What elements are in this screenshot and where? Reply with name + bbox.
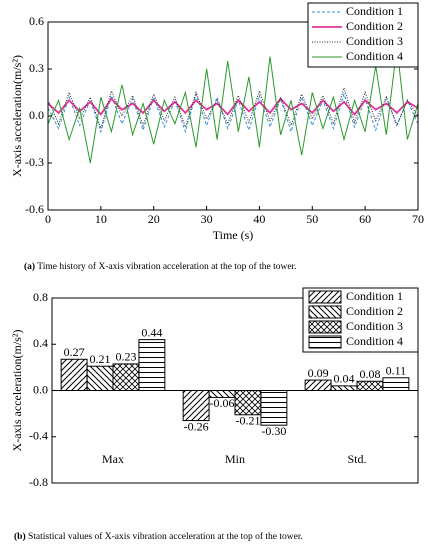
y-tick-label: 0.0 [33,382,48,396]
y-tick-label: 0.3 [29,61,44,75]
series-line [47,97,419,116]
y-tick-label: 0.4 [33,336,48,350]
bar [260,390,288,426]
x-tick-label: 50 [306,212,318,226]
value-label: 0.23 [115,350,136,364]
value-label: -0.30 [261,424,286,438]
legend-label: Condition 4 [346,334,403,348]
bar [356,380,384,391]
legend-label: Condition 1 [346,4,403,18]
legend-label: Condition 3 [346,34,403,48]
caption-text: Time history of X-axis vibration acceler… [37,261,296,272]
x-tick-label: Std. [347,452,366,466]
value-label: -0.21 [235,414,260,428]
legend-label: Condition 2 [346,19,403,33]
value-label: 0.27 [64,345,85,359]
caption-text: Statistical values of X-axis vibration a… [28,531,303,542]
legend-label: Condition 1 [346,289,403,303]
value-label: 0.44 [141,325,162,339]
bar [330,385,358,391]
value-label: 0.09 [308,366,329,380]
legend-swatch [308,290,342,304]
legend-label: Condition 2 [346,304,403,318]
x-tick-label: 20 [148,212,160,226]
caption-a: (a) Time history of X-axis vibration acc… [24,261,297,272]
y-tick-label: -0.8 [29,475,48,489]
legend-box [307,2,419,68]
caption-b: (b) Statistical values of X-axis vibrati… [14,531,303,542]
x-axis-label: Time (s) [213,228,254,242]
bar [112,363,140,391]
x-tick-label: 10 [95,212,107,226]
bar [234,390,262,416]
caption-label: (a) [24,261,35,272]
y-tick-label: 0.0 [29,108,44,122]
value-label: 0.08 [359,367,380,381]
bar [60,358,88,391]
legend-swatch [308,335,342,349]
x-tick-label: 40 [253,212,265,226]
value-label: 0.04 [334,372,355,386]
x-tick-label: 70 [412,212,424,226]
y-axis-label: X-axis acceleration(m/s²) [10,55,24,177]
x-tick-label: 0 [45,212,51,226]
legend-swatch [308,320,342,334]
x-tick-label: Min [225,452,245,466]
bar [86,365,114,391]
y-axis-label: X-axis acceleration(m/s²) [10,330,24,452]
legend-swatch [308,305,342,319]
value-label: -0.06 [210,396,235,410]
y-tick-label: 0.6 [29,14,44,28]
legend-label: Condition 3 [346,319,403,333]
series-line [47,47,419,164]
value-label: -0.26 [184,419,209,433]
y-tick-label: -0.6 [25,202,44,216]
y-tick-label: 0.8 [33,290,48,304]
bar [138,339,166,391]
x-tick-label: 60 [359,212,371,226]
bar [382,377,410,391]
caption-label: (b) [14,531,26,542]
x-tick-label: Max [102,452,124,466]
bar [182,390,210,422]
x-tick-label: 30 [201,212,213,226]
y-tick-label: -0.3 [25,155,44,169]
y-tick-label: -0.4 [29,429,48,443]
legend-label: Condition 4 [346,49,403,63]
bar [304,379,332,391]
value-label: 0.21 [90,352,111,366]
value-label: 0.11 [386,364,407,378]
